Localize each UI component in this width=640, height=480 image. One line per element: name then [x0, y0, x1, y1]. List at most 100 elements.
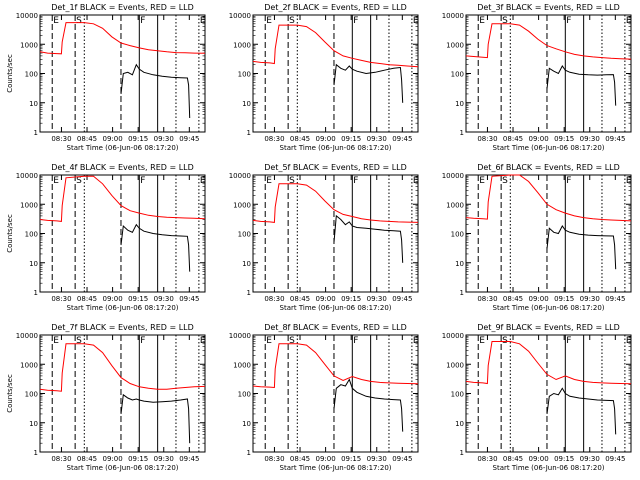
x-tick-label: 09:30 [367, 455, 387, 463]
y-tick-label: 10000 [229, 172, 251, 180]
vline-label: F [353, 336, 358, 346]
series-lld-line [252, 343, 419, 389]
y-axis-label: Counts/sec [6, 214, 14, 253]
y-tick-label: 100 [238, 391, 251, 399]
x-tick-label: 09:30 [154, 135, 174, 143]
x-tick-label: 09:15 [554, 135, 574, 143]
y-tick-label: 1 [247, 449, 251, 457]
x-tick-label: 09:30 [580, 135, 600, 143]
series-lld-line [465, 23, 632, 60]
chart-panel: Det_6f BLACK = Events, RED = LLD 1 10 100 10… [442, 163, 632, 312]
y-tick-label: 100 [25, 231, 38, 239]
x-tick-label: 09:45 [179, 455, 199, 463]
vline-label: F [353, 176, 358, 186]
chart-panel: Det_8f BLACK = Events, RED = LLD 1 10 100 10… [229, 323, 419, 472]
x-axis-label: Start Time (06-Jun-06 08:17:20) [280, 144, 392, 152]
y-tick-label: 10000 [442, 172, 464, 180]
x-tick-label: 09:15 [128, 455, 148, 463]
y-tick-label: 100 [238, 231, 251, 239]
chart-title: Det_3f BLACK = Events, RED = LLD [477, 3, 620, 12]
x-axis-label: Start Time (06-Jun-06 08:17:20) [280, 464, 392, 472]
x-tick-label: 09:30 [367, 135, 387, 143]
x-tick-label: 09:45 [179, 295, 199, 303]
y-tick-label: 10000 [442, 332, 464, 340]
series-events-line [120, 393, 191, 444]
chart-title: Det_7f BLACK = Events, RED = LLD [51, 323, 194, 332]
y-axis-label: Counts/sec [6, 374, 14, 413]
vline-label: F [140, 16, 145, 26]
series-events-line [120, 223, 191, 272]
chart-panel: Det_3f BLACK = Events, RED = LLD 1 10 100 10… [442, 3, 632, 152]
chart-panel: Det_7f BLACK = Events, RED = LLD 1 10 100 10… [6, 323, 206, 472]
plot-frame [39, 14, 206, 133]
chart-panel: Det_4f BLACK = Events, RED = LLD 1 10 100 10… [6, 163, 206, 312]
y-tick-label: 100 [25, 391, 38, 399]
y-tick-label: 10 [29, 420, 38, 428]
chart-panel: Det_5f BLACK = Events, RED = LLD 1 10 100 10… [229, 163, 419, 312]
vline-label: F [566, 336, 571, 346]
y-tick-label: 10 [242, 100, 251, 108]
y-tick-label: 100 [25, 71, 38, 79]
x-tick-label: 08:45 [290, 455, 310, 463]
vline-label: S [289, 176, 295, 186]
y-tick-label: 1000 [233, 41, 251, 49]
y-tick-label: 1000 [233, 201, 251, 209]
vline-label: F [566, 16, 571, 26]
series-events-line [546, 65, 617, 106]
vline-label: E [479, 16, 485, 26]
series-events-line [333, 378, 404, 432]
vline-label: E [626, 336, 632, 346]
series-lld-line [465, 174, 632, 222]
y-tick-label: 10000 [229, 12, 251, 20]
x-tick-label: 09:30 [154, 295, 174, 303]
vline-label: E [53, 336, 59, 346]
x-tick-label: 09:00 [316, 455, 336, 463]
x-tick-label: 09:45 [179, 135, 199, 143]
chart-panel: Det_1f BLACK = Events, RED = LLD 1 10 100 10… [6, 3, 206, 152]
chart-title: Det_2f BLACK = Events, RED = LLD [264, 3, 407, 12]
series-lld-line [252, 183, 419, 223]
y-tick-label: 1 [34, 449, 38, 457]
x-tick-label: 08:30 [264, 135, 284, 143]
vline-label: E [626, 176, 632, 186]
x-tick-label: 09:45 [392, 295, 412, 303]
y-tick-label: 1000 [233, 361, 251, 369]
y-tick-label: 1000 [20, 41, 38, 49]
x-tick-label: 08:30 [477, 295, 497, 303]
y-tick-label: 1000 [446, 41, 464, 49]
series-lld-line [252, 24, 419, 68]
x-tick-label: 09:15 [554, 295, 574, 303]
x-tick-label: 08:30 [51, 455, 71, 463]
x-tick-label: 08:45 [503, 135, 523, 143]
chart-title: Det_1f BLACK = Events, RED = LLD [51, 3, 194, 12]
vline-label: F [353, 16, 358, 26]
vline-label: E [53, 176, 59, 186]
vline-label: S [502, 176, 508, 186]
y-tick-label: 10 [242, 420, 251, 428]
x-tick-label: 09:15 [341, 135, 361, 143]
chart-title: Det_4f BLACK = Events, RED = LLD [51, 163, 194, 172]
series-lld-line [39, 175, 206, 222]
vline-label: E [413, 16, 419, 26]
x-tick-label: 09:45 [605, 135, 625, 143]
x-tick-label: 09:00 [529, 295, 549, 303]
vline-label: S [76, 336, 82, 346]
y-tick-label: 10 [242, 260, 251, 268]
vline-label: E [200, 16, 206, 26]
x-tick-label: 09:30 [580, 455, 600, 463]
vline-label: S [76, 176, 82, 186]
y-tick-label: 100 [238, 71, 251, 79]
y-tick-label: 10 [29, 100, 38, 108]
y-tick-label: 10 [455, 100, 464, 108]
chart-title: Det_8f BLACK = Events, RED = LLD [264, 323, 407, 332]
y-tick-label: 10000 [229, 332, 251, 340]
y-tick-label: 1000 [20, 201, 38, 209]
chart-title: Det_6f BLACK = Events, RED = LLD [477, 163, 620, 172]
x-tick-label: 09:15 [128, 135, 148, 143]
x-tick-label: 08:45 [503, 455, 523, 463]
x-tick-label: 08:45 [77, 455, 97, 463]
x-axis-label: Start Time (06-Jun-06 08:17:20) [493, 464, 605, 472]
vline-label: S [502, 16, 508, 26]
vline-label: E [266, 176, 272, 186]
x-tick-label: 09:30 [154, 455, 174, 463]
